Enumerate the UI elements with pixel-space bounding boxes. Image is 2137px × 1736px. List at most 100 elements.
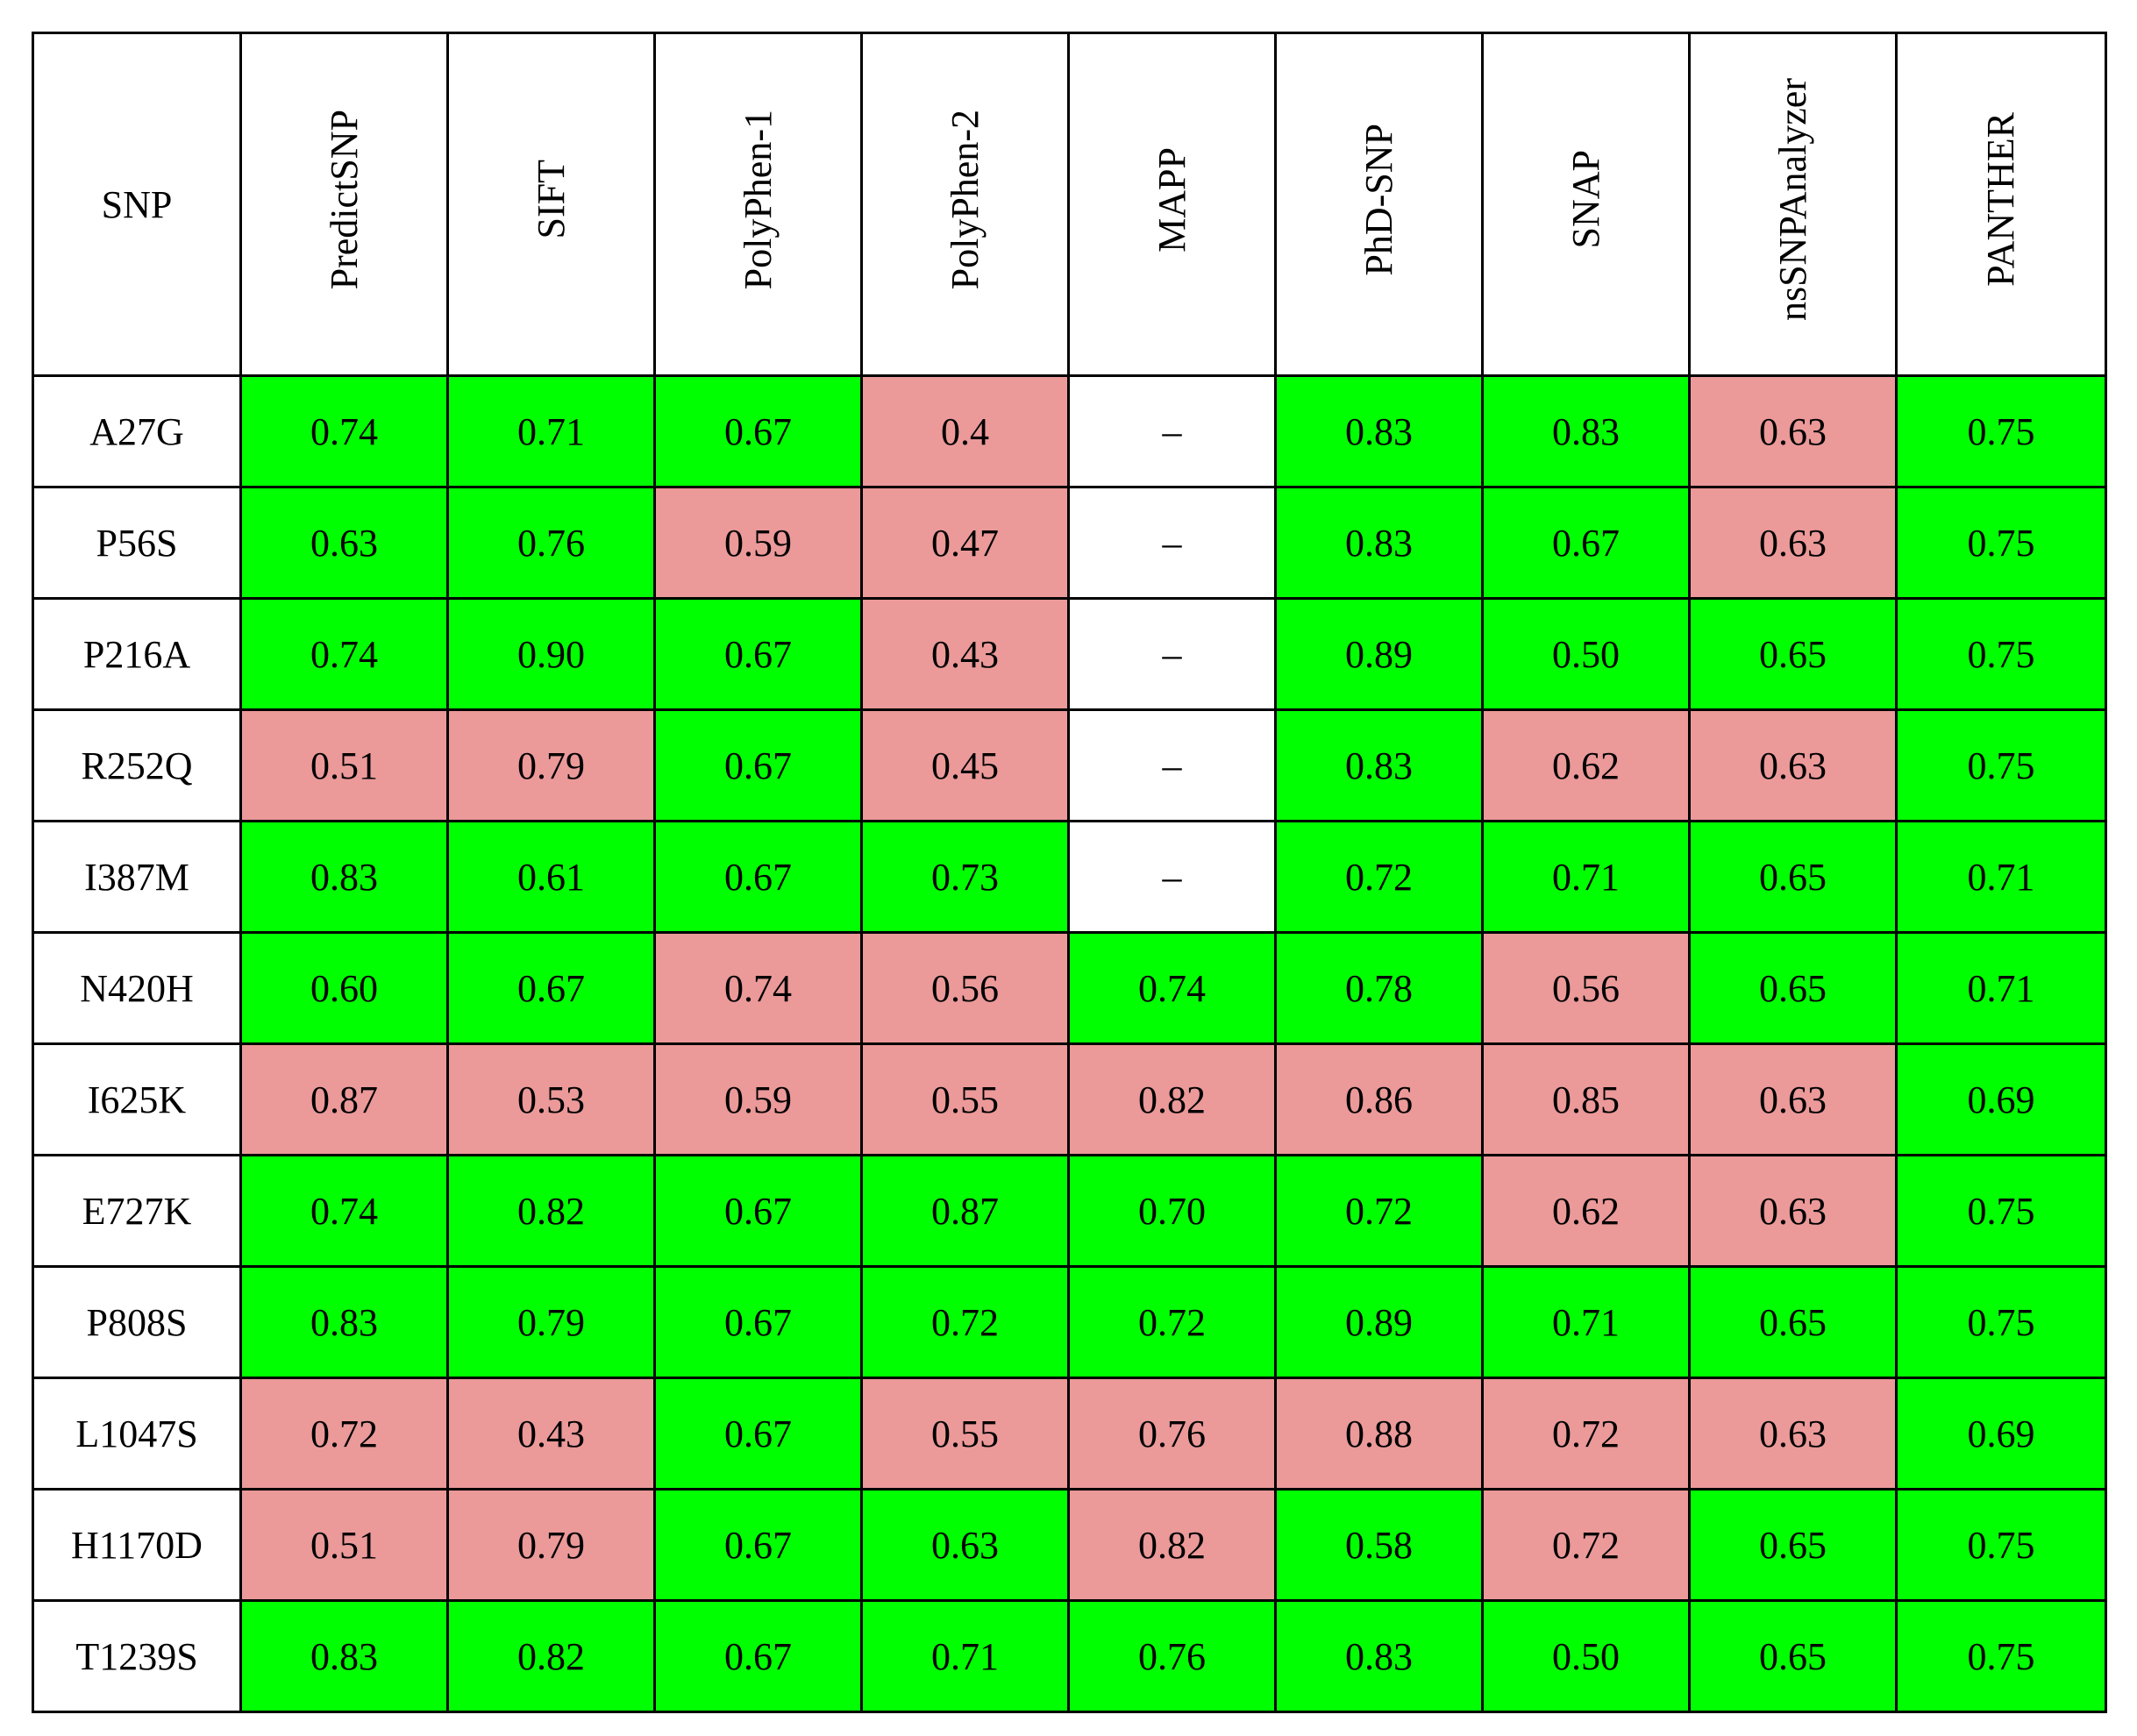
score-cell: 0.51: [239, 708, 449, 822]
score-cell: 0.53: [446, 1042, 656, 1156]
score-cell: 0.87: [239, 1042, 449, 1156]
score-cell: 0.56: [860, 931, 1070, 1045]
header-tool: PANTHER: [1895, 32, 2107, 377]
score-cell: 0.83: [1481, 374, 1691, 488]
table-row: I625K 0.87 0.53 0.59 0.55 0.82 0.86 0.85 0.63 0.6…: [32, 1042, 2107, 1156]
score-cell: 0.47: [860, 486, 1070, 600]
tool-label: SIFT: [529, 160, 573, 239]
score-cell: 0.71: [1481, 820, 1691, 934]
score-cell: –: [1067, 820, 1277, 934]
score-cell: 0.72: [860, 1265, 1070, 1379]
header-tool: PolyPhen-1: [653, 32, 863, 377]
table-row: R252Q 0.51 0.79 0.67 0.45–0.83 0.62 0.63 0.75: [32, 708, 2107, 822]
score-cell: 0.83: [1274, 486, 1484, 600]
score-cell: 0.62: [1481, 708, 1691, 822]
score-cell: 0.89: [1274, 1265, 1484, 1379]
score-cell: 0.72: [1481, 1377, 1691, 1491]
score-cell: 0.63: [1688, 708, 1898, 822]
score-cell: 0.51: [239, 1488, 449, 1602]
tool-label: PhD-SNP: [1357, 123, 1400, 276]
score-cell: 0.67: [653, 708, 863, 822]
table-row: N420H 0.60 0.67 0.74 0.56 0.74 0.78 0.56 0.65 0.7…: [32, 931, 2107, 1045]
score-cell: 0.71: [1895, 931, 2107, 1045]
table-row: E727K 0.74 0.82 0.67 0.87 0.70 0.72 0.62 0.63 0.7…: [32, 1154, 2107, 1268]
score-cell: 0.75: [1895, 1265, 2107, 1379]
score-cell: 0.63: [239, 486, 449, 600]
score-cell: 0.72: [1481, 1488, 1691, 1602]
score-cell: 0.85: [1481, 1042, 1691, 1156]
score-cell: 0.67: [1481, 486, 1691, 600]
score-cell: 0.58: [1274, 1488, 1484, 1602]
score-cell: 0.67: [653, 1599, 863, 1713]
snp-prediction-table: SNP PredictSNP SIFT PolyPhen-1 PolyPhen-…: [32, 32, 2107, 1713]
score-cell: 0.79: [446, 1265, 656, 1379]
score-cell: 0.63: [860, 1488, 1070, 1602]
score-cell: –: [1067, 597, 1277, 711]
header-tool: PhD-SNP: [1274, 32, 1484, 377]
tool-label: PolyPhen-2: [943, 109, 987, 290]
score-cell: 0.70: [1067, 1154, 1277, 1268]
score-cell: 0.89: [1274, 597, 1484, 711]
score-cell: 0.65: [1688, 1599, 1898, 1713]
table-row: I387M 0.83 0.61 0.67 0.73–0.72 0.71 0.65 0.71: [32, 820, 2107, 934]
score-cell: 0.82: [1067, 1042, 1277, 1156]
score-cell: 0.69: [1895, 1042, 2107, 1156]
score-cell: 0.75: [1895, 1599, 2107, 1713]
score-cell: 0.67: [653, 597, 863, 711]
table-row: A27G 0.74 0.71 0.67 0.4–0.83 0.83 0.63 0.75: [32, 374, 2107, 488]
score-cell: 0.75: [1895, 597, 2107, 711]
header-row: SNP PredictSNP SIFT PolyPhen-1 PolyPhen-…: [32, 32, 2107, 377]
score-cell: 0.45: [860, 708, 1070, 822]
score-cell: 0.63: [1688, 1377, 1898, 1491]
score-cell: 0.71: [1895, 820, 2107, 934]
score-cell: 0.43: [446, 1377, 656, 1491]
snp-id-cell: R252Q: [32, 708, 242, 822]
snp-id-cell: L1047S: [32, 1377, 242, 1491]
tool-label: nsSNPAnalyzer: [1770, 77, 1814, 322]
score-cell: 0.71: [446, 374, 656, 488]
score-cell: 0.72: [1067, 1265, 1277, 1379]
score-cell: 0.74: [239, 1154, 449, 1268]
snp-id-cell: H1170D: [32, 1488, 242, 1602]
table-row: P56S 0.63 0.76 0.59 0.47–0.83 0.67 0.63 0.75: [32, 486, 2107, 600]
table-row: P808S 0.83 0.79 0.67 0.72 0.72 0.89 0.71 0.65 0.7…: [32, 1265, 2107, 1379]
score-cell: 0.67: [653, 820, 863, 934]
header-snp: SNP: [32, 32, 242, 377]
score-cell: 0.59: [653, 1042, 863, 1156]
score-cell: 0.67: [653, 1265, 863, 1379]
score-cell: 0.62: [1481, 1154, 1691, 1268]
score-cell: 0.55: [860, 1377, 1070, 1491]
score-cell: 0.4: [860, 374, 1070, 488]
score-cell: 0.65: [1688, 597, 1898, 711]
score-cell: 0.71: [860, 1599, 1070, 1713]
score-cell: 0.67: [653, 1488, 863, 1602]
score-cell: –: [1067, 374, 1277, 488]
score-cell: 0.82: [446, 1599, 656, 1713]
score-cell: 0.90: [446, 597, 656, 711]
score-cell: 0.72: [239, 1377, 449, 1491]
header-tool: nsSNPAnalyzer: [1688, 32, 1898, 377]
header-tool: PolyPhen-2: [860, 32, 1070, 377]
score-cell: 0.55: [860, 1042, 1070, 1156]
tool-label: PredictSNP: [322, 109, 366, 290]
score-cell: 0.83: [239, 820, 449, 934]
snp-id-cell: T1239S: [32, 1599, 242, 1713]
score-cell: 0.75: [1895, 486, 2107, 600]
score-cell: 0.76: [446, 486, 656, 600]
score-cell: 0.75: [1895, 1488, 2107, 1602]
score-cell: 0.83: [1274, 708, 1484, 822]
score-cell: 0.67: [446, 931, 656, 1045]
header-tool: MAPP: [1067, 32, 1277, 377]
tool-label: MAPP: [1150, 146, 1193, 253]
score-cell: 0.59: [653, 486, 863, 600]
score-cell: 0.67: [653, 1377, 863, 1491]
header-tool: SIFT: [446, 32, 656, 377]
score-cell: 0.78: [1274, 931, 1484, 1045]
score-cell: 0.63: [1688, 374, 1898, 488]
score-cell: 0.83: [239, 1265, 449, 1379]
score-cell: 0.83: [239, 1599, 449, 1713]
score-cell: 0.63: [1688, 1042, 1898, 1156]
snp-id-cell: E727K: [32, 1154, 242, 1268]
score-cell: 0.65: [1688, 1265, 1898, 1379]
score-cell: 0.69: [1895, 1377, 2107, 1491]
